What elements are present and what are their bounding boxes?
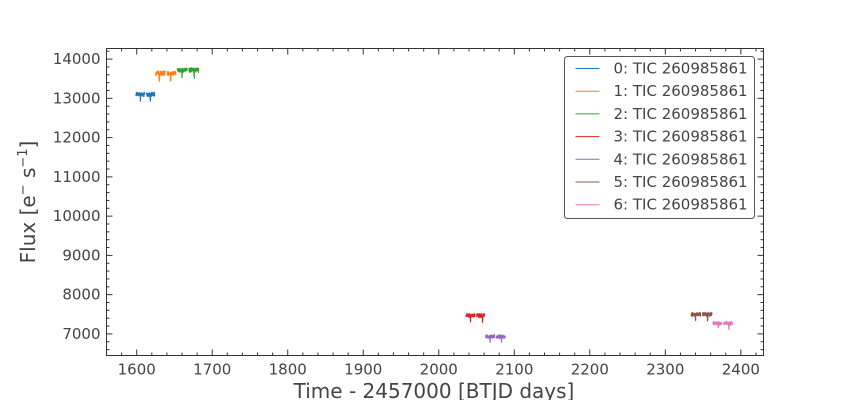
series-line-1 bbox=[155, 70, 177, 82]
y-tick-label: 11000 bbox=[53, 168, 101, 186]
y-tick-label: 12000 bbox=[53, 129, 101, 147]
legend-label-0: 0: TIC 260985861 bbox=[614, 60, 748, 78]
series-layer bbox=[135, 67, 733, 343]
legend-label-1: 1: TIC 260985861 bbox=[614, 82, 748, 100]
x-tick-label: 2000 bbox=[420, 361, 458, 379]
legend: 0: TIC 260985861 1: TIC 260985861 2: TIC 2… bbox=[564, 56, 755, 219]
plot-frame bbox=[106, 48, 764, 356]
x-tick-label: 1600 bbox=[118, 361, 156, 379]
y-tick-label: 10000 bbox=[53, 207, 101, 225]
series-line-5 bbox=[690, 311, 713, 322]
x-axis-label: Time - 2457000 [BTJD days] bbox=[293, 379, 575, 400]
y-tick-label: 14000 bbox=[53, 50, 101, 68]
series-line-2 bbox=[176, 67, 200, 79]
series-line-3 bbox=[465, 312, 486, 324]
series-line-4 bbox=[485, 334, 506, 343]
legend-label-4: 4: TIC 260985861 bbox=[614, 150, 748, 168]
legend-box bbox=[564, 56, 755, 219]
y-tick-label: 9000 bbox=[62, 246, 100, 264]
x-tick-label: 2300 bbox=[646, 361, 684, 379]
series-line-6 bbox=[712, 320, 733, 331]
x-tick-label: 1700 bbox=[193, 361, 231, 379]
axes-layer: 1600 1700 1800 1900 2000 2100 2200 2300 2400 7000… bbox=[53, 48, 764, 379]
legend-label-3: 3: TIC 260985861 bbox=[614, 128, 748, 146]
x-tick-label: 1900 bbox=[344, 361, 382, 379]
legend-label-5: 5: TIC 260985861 bbox=[614, 173, 748, 191]
y-tick-label: 8000 bbox=[62, 286, 100, 304]
y-tick-label: 13000 bbox=[53, 89, 101, 107]
x-tick-label: 2400 bbox=[722, 361, 760, 379]
x-tick-label: 2100 bbox=[495, 361, 533, 379]
legend-label-2: 2: TIC 260985861 bbox=[614, 105, 748, 123]
x-tick-label: 2200 bbox=[571, 361, 609, 379]
legend-label-6: 6: TIC 260985861 bbox=[614, 196, 748, 214]
series-line-0 bbox=[135, 91, 156, 102]
y-axis-label: Flux [e− s−1] bbox=[16, 141, 40, 264]
x-tick-label: 1800 bbox=[269, 361, 307, 379]
y-tick-label: 7000 bbox=[62, 325, 100, 343]
